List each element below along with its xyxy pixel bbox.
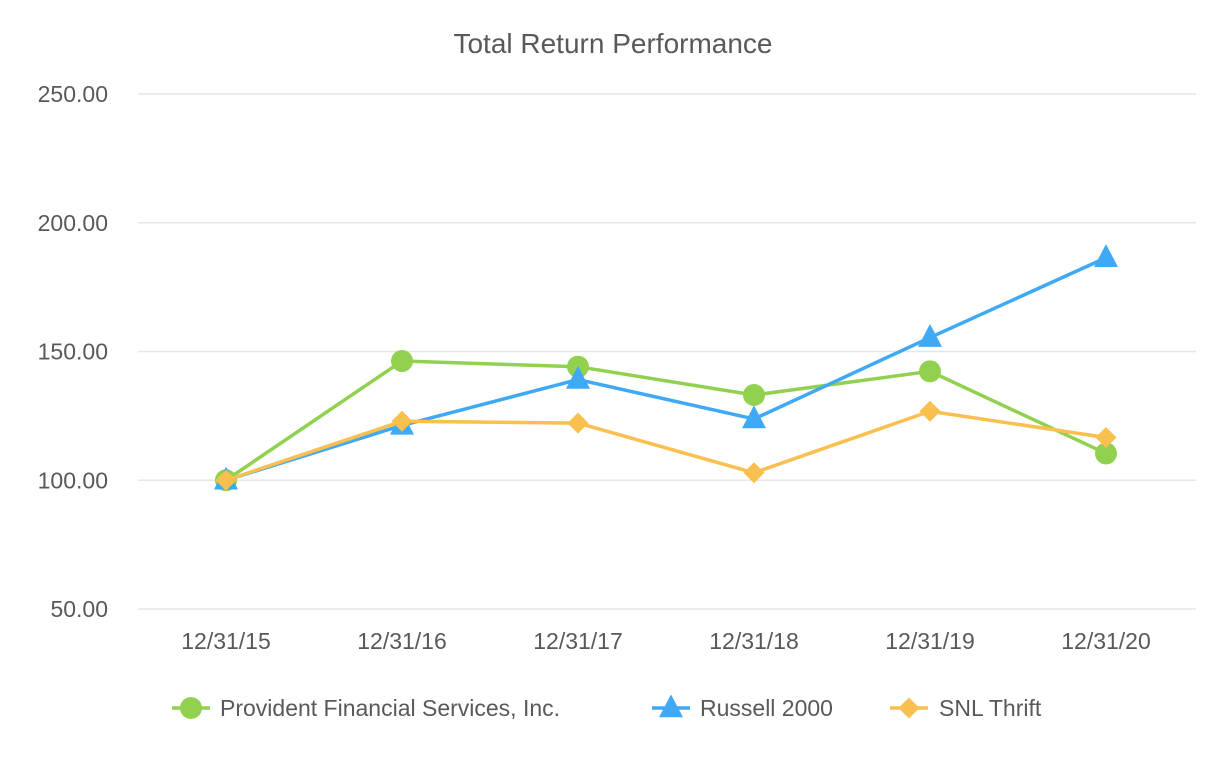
legend-label: Provident Financial Services, Inc. <box>220 695 560 721</box>
y-tick-label: 200.00 <box>38 210 108 236</box>
data-point-circle <box>919 360 941 383</box>
series-lines <box>214 244 1118 492</box>
y-tick-label: 100.00 <box>38 467 108 493</box>
data-point-diamond <box>567 412 589 434</box>
legend-marker-diamond <box>898 697 920 719</box>
legend-item: Provident Financial Services, Inc. <box>172 695 560 721</box>
x-tick-label: 12/31/20 <box>1061 628 1151 654</box>
data-point-triangle <box>566 365 590 389</box>
series-line <box>225 256 1107 482</box>
data-point-triangle <box>918 323 942 347</box>
legend-item: SNL Thrift <box>890 695 1042 721</box>
legend-marker-circle <box>180 697 202 719</box>
series-triangle-group <box>214 244 1118 490</box>
data-point-triangle <box>742 405 766 429</box>
x-tick-label: 12/31/15 <box>181 628 271 654</box>
x-tick-label: 12/31/18 <box>709 628 799 654</box>
legend: Provident Financial Services, Inc. Russel… <box>172 694 1042 721</box>
legend-marker-triangle <box>659 694 683 718</box>
data-point-circle <box>1095 442 1117 465</box>
y-tick-label: 250.00 <box>38 81 108 107</box>
y-axis-tick-labels: 50.00 100.00 150.00 200.00 250.00 <box>38 81 108 622</box>
x-tick-label: 12/31/17 <box>533 628 623 654</box>
x-tick-label: 12/31/16 <box>357 628 447 654</box>
chart-title: Total Return Performance <box>453 28 772 59</box>
data-point-triangle <box>1094 244 1118 268</box>
data-point-diamond <box>919 400 941 422</box>
data-point-circle <box>391 350 413 373</box>
legend-label: SNL Thrift <box>939 695 1042 721</box>
series-line <box>225 409 1107 482</box>
data-point-diamond <box>1095 427 1117 449</box>
data-point-diamond <box>391 410 413 432</box>
series-diamond-group <box>215 400 1117 491</box>
series-line <box>225 359 1107 482</box>
y-tick-label: 150.00 <box>38 339 108 365</box>
y-tick-label: 50.00 <box>50 596 108 622</box>
series-circle-group <box>215 350 1117 492</box>
x-tick-label: 12/31/19 <box>885 628 975 654</box>
data-point-diamond <box>743 462 765 484</box>
legend-label: Russell 2000 <box>700 695 833 721</box>
data-point-diamond <box>215 469 237 491</box>
gridlines <box>138 93 1196 610</box>
legend-item: Russell 2000 <box>652 694 833 721</box>
data-point-circle <box>743 384 765 407</box>
x-axis-tick-labels: 12/31/15 12/31/16 12/31/17 12/31/18 12/31/19… <box>181 628 1151 654</box>
